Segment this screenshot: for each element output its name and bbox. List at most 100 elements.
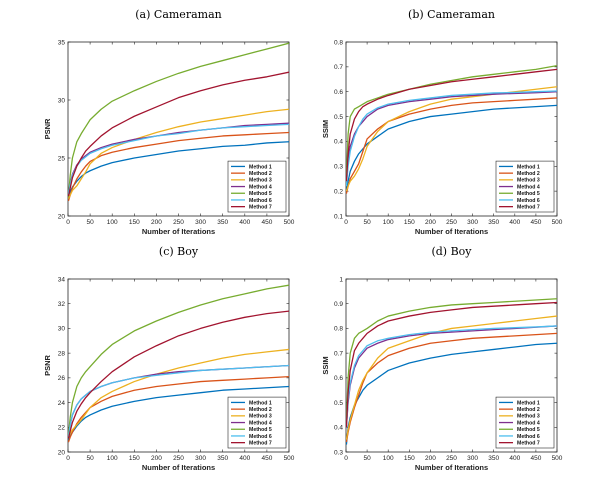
y-tick-label: 1 bbox=[339, 276, 343, 283]
legend-label-method-6: Method 6 bbox=[249, 434, 272, 440]
x-axis-label: Number of Iterations bbox=[415, 463, 488, 472]
x-tick-label: 250 bbox=[173, 219, 184, 226]
x-tick-label: 50 bbox=[86, 455, 94, 462]
legend-label-method-7: Method 7 bbox=[249, 204, 272, 210]
x-tick-label: 400 bbox=[239, 219, 250, 226]
legend-label-method-6: Method 6 bbox=[249, 198, 272, 204]
legend-label-method-4: Method 4 bbox=[249, 184, 272, 190]
y-tick-label: 24 bbox=[58, 400, 66, 407]
chart-panel-3: (c) Boy 0 50 100 150 200 250 300 350 400 450 500 20 2… bbox=[43, 245, 295, 472]
y-axis-label: SSIM bbox=[321, 120, 330, 138]
legend-label-method-1: Method 1 bbox=[517, 400, 540, 406]
y-tick-label: 26 bbox=[58, 375, 66, 382]
legend-label-method-7: Method 7 bbox=[517, 204, 540, 210]
y-tick-label: 20 bbox=[58, 213, 66, 220]
x-tick-label: 200 bbox=[425, 455, 436, 462]
y-tick-label: 0.7 bbox=[334, 350, 343, 357]
legend-label-method-2: Method 2 bbox=[249, 407, 272, 413]
x-tick-label: 300 bbox=[195, 219, 206, 226]
x-tick-label: 400 bbox=[239, 455, 250, 462]
series-line-method-3 bbox=[68, 348, 289, 438]
y-tick-label: 35 bbox=[58, 39, 66, 46]
x-tick-label: 0 bbox=[344, 219, 348, 226]
chart-panel-4: (d) Boy 0 50 100 150 200 250 300 350 400 450 500 0.3… bbox=[321, 245, 563, 472]
legend-label-method-3: Method 3 bbox=[249, 178, 272, 184]
legend-label-method-7: Method 7 bbox=[517, 440, 540, 446]
legend-label-method-2: Method 2 bbox=[517, 171, 540, 177]
legend-label-method-4: Method 4 bbox=[517, 420, 540, 426]
x-tick-label: 0 bbox=[344, 455, 348, 462]
series-line-method-7 bbox=[68, 71, 289, 197]
y-axis-label: PSNR bbox=[43, 355, 52, 376]
series-line-method-5 bbox=[68, 42, 289, 198]
y-tick-label: 25 bbox=[58, 155, 66, 162]
series-line-method-6 bbox=[346, 325, 557, 428]
y-tick-label: 22 bbox=[58, 425, 66, 432]
chart-title: (a) Cameraman bbox=[135, 8, 221, 21]
x-tick-label: 200 bbox=[151, 219, 162, 226]
legend-label-method-5: Method 5 bbox=[249, 427, 272, 433]
series-line-method-6 bbox=[68, 364, 289, 438]
series-line-method-1 bbox=[68, 385, 289, 440]
legend-label-method-2: Method 2 bbox=[249, 171, 272, 177]
chart-title: (c) Boy bbox=[159, 245, 199, 258]
x-tick-label: 400 bbox=[509, 455, 520, 462]
chart-panel-1: (a) Cameraman 0 50 100 150 200 250 300 350 400 450… bbox=[43, 8, 295, 236]
series-line-method-6 bbox=[346, 90, 557, 187]
x-tick-label: 250 bbox=[446, 219, 457, 226]
x-tick-label: 0 bbox=[66, 219, 70, 226]
y-axis-label: PSNR bbox=[43, 118, 52, 139]
legend-label-method-3: Method 3 bbox=[249, 414, 272, 420]
series-line-method-5 bbox=[346, 64, 557, 179]
legend-label-method-5: Method 5 bbox=[517, 191, 540, 197]
legend-label-method-2: Method 2 bbox=[517, 407, 540, 413]
x-tick-label: 350 bbox=[217, 219, 228, 226]
legend-label-method-1: Method 1 bbox=[249, 164, 272, 170]
x-tick-label: 200 bbox=[425, 219, 436, 226]
chart-title: (d) Boy bbox=[431, 245, 472, 258]
legend-label-method-4: Method 4 bbox=[517, 184, 540, 190]
y-tick-label: 0.1 bbox=[334, 213, 343, 220]
series-line-method-7 bbox=[68, 310, 289, 439]
y-tick-label: 0.8 bbox=[334, 326, 343, 333]
x-tick-label: 300 bbox=[195, 455, 206, 462]
y-tick-label: 32 bbox=[58, 301, 66, 308]
legend-label-method-1: Method 1 bbox=[517, 164, 540, 170]
series-line-method-5 bbox=[68, 284, 289, 437]
x-tick-label: 250 bbox=[173, 455, 184, 462]
y-tick-label: 30 bbox=[58, 97, 66, 104]
series-line-method-2 bbox=[68, 131, 289, 202]
x-tick-label: 150 bbox=[404, 219, 415, 226]
y-tick-label: 0.3 bbox=[334, 449, 343, 456]
series-lines bbox=[346, 64, 557, 194]
legend-label-method-5: Method 5 bbox=[249, 191, 272, 197]
x-tick-label: 300 bbox=[467, 219, 478, 226]
y-tick-label: 0.4 bbox=[334, 425, 343, 432]
series-line-method-3 bbox=[68, 108, 289, 199]
series-lines bbox=[68, 42, 289, 202]
x-tick-label: 300 bbox=[467, 455, 478, 462]
x-tick-label: 100 bbox=[107, 455, 118, 462]
chart-panel-2: (b) Cameraman 0 50 100 150 200 250 300 350 400 450… bbox=[321, 8, 563, 236]
x-tick-label: 450 bbox=[530, 455, 541, 462]
series-line-method-4 bbox=[346, 91, 557, 182]
chart-title: (b) Cameraman bbox=[408, 8, 495, 21]
x-tick-label: 100 bbox=[107, 219, 118, 226]
y-axis-label: SSIM bbox=[321, 356, 330, 374]
y-tick-label: 0.7 bbox=[334, 64, 343, 71]
x-tick-label: 150 bbox=[129, 455, 140, 462]
x-tick-label: 500 bbox=[284, 219, 295, 226]
x-tick-label: 100 bbox=[383, 455, 394, 462]
y-tick-label: 0.8 bbox=[334, 39, 343, 46]
x-tick-label: 50 bbox=[86, 219, 94, 226]
x-tick-label: 250 bbox=[446, 455, 457, 462]
x-tick-label: 450 bbox=[261, 219, 272, 226]
y-tick-label: 20 bbox=[58, 449, 66, 456]
y-tick-label: 34 bbox=[58, 276, 66, 283]
x-axis-label: Number of Iterations bbox=[415, 227, 488, 236]
x-tick-label: 500 bbox=[552, 219, 563, 226]
series-line-method-7 bbox=[346, 301, 557, 428]
series-lines bbox=[68, 284, 289, 443]
